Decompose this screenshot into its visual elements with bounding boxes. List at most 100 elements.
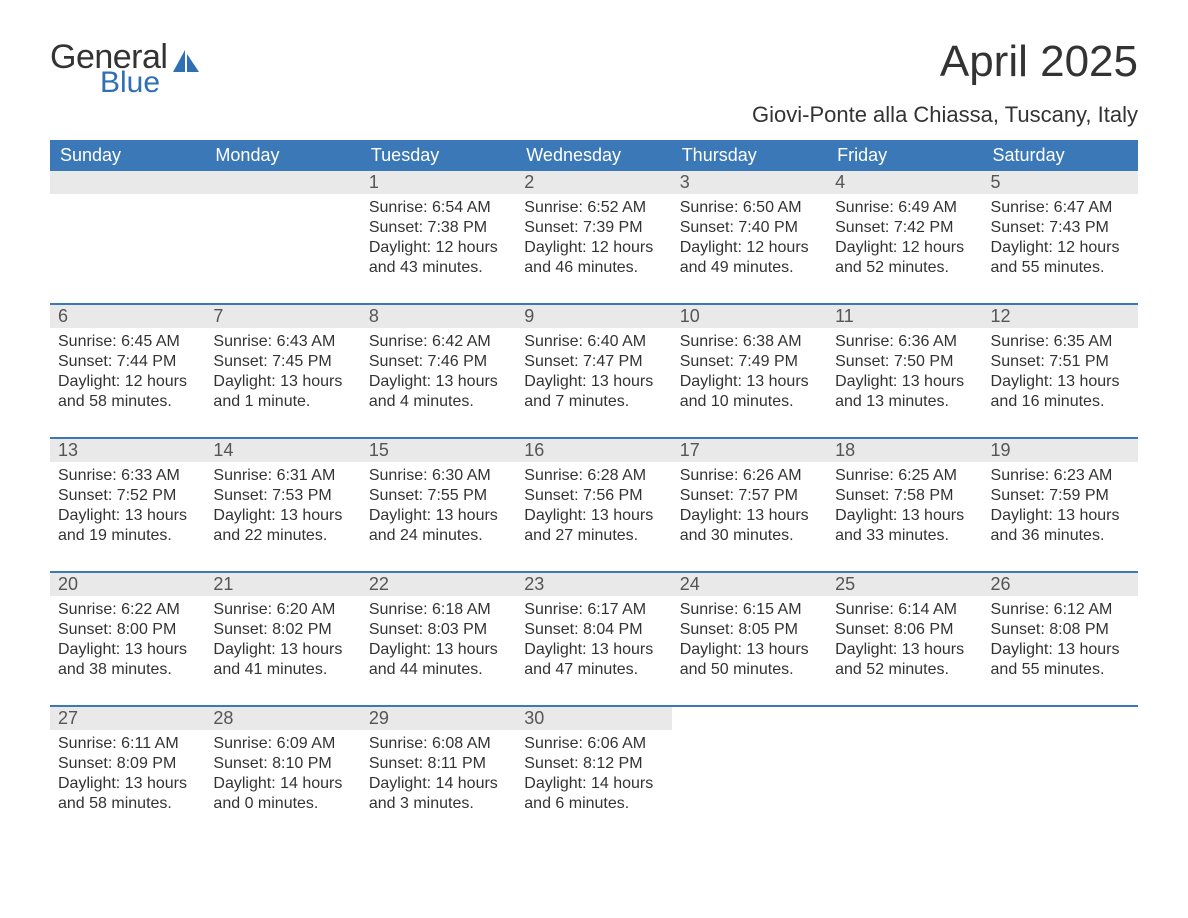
daylight1-line: Daylight: 13 hours	[524, 640, 663, 660]
sunset-line: Sunset: 7:59 PM	[991, 486, 1130, 506]
day-body: Sunrise: 6:42 AMSunset: 7:46 PMDaylight:…	[361, 328, 516, 418]
day-body: Sunrise: 6:30 AMSunset: 7:55 PMDaylight:…	[361, 462, 516, 552]
day-body: Sunrise: 6:15 AMSunset: 8:05 PMDaylight:…	[672, 596, 827, 686]
day-cell: 9Sunrise: 6:40 AMSunset: 7:47 PMDaylight…	[516, 305, 671, 437]
day-cell: 3Sunrise: 6:50 AMSunset: 7:40 PMDaylight…	[672, 171, 827, 303]
sunrise-line: Sunrise: 6:31 AM	[213, 466, 352, 486]
day-number: 26	[983, 573, 1138, 596]
day-body: Sunrise: 6:17 AMSunset: 8:04 PMDaylight:…	[516, 596, 671, 686]
week-row: 6Sunrise: 6:45 AMSunset: 7:44 PMDaylight…	[50, 305, 1138, 437]
day-cell	[983, 707, 1138, 839]
sunrise-line: Sunrise: 6:28 AM	[524, 466, 663, 486]
daylight2-line: and 58 minutes.	[58, 392, 197, 412]
day-body: Sunrise: 6:18 AMSunset: 8:03 PMDaylight:…	[361, 596, 516, 686]
sunrise-line: Sunrise: 6:33 AM	[58, 466, 197, 486]
day-cell: 27Sunrise: 6:11 AMSunset: 8:09 PMDayligh…	[50, 707, 205, 839]
day-cell: 2Sunrise: 6:52 AMSunset: 7:39 PMDaylight…	[516, 171, 671, 303]
day-cell	[672, 707, 827, 839]
sunset-line: Sunset: 7:39 PM	[524, 218, 663, 238]
day-cell: 25 Sunrise: 6:14 AMSunset: 8:06 PMDayligh…	[827, 573, 982, 705]
daylight1-line: Daylight: 13 hours	[369, 506, 508, 526]
daylight2-line: and 55 minutes.	[991, 258, 1130, 278]
sunrise-line: Sunrise: 6:15 AM	[680, 600, 819, 620]
calendar-table: SundayMondayTuesdayWednesdayThursdayFrid…	[50, 140, 1138, 839]
day-number: 5	[983, 171, 1138, 194]
day-body: Sunrise: 6:49 AMSunset: 7:42 PMDaylight:…	[827, 194, 982, 284]
week-row: ..1Sunrise: 6:54 AMSunset: 7:38 PMDaylig…	[50, 171, 1138, 303]
sunset-line: Sunset: 8:12 PM	[524, 754, 663, 774]
day-number: 2	[516, 171, 671, 194]
sunset-line: Sunset: 7:49 PM	[680, 352, 819, 372]
day-body: Sunrise: 6:26 AMSunset: 7:57 PMDaylight:…	[672, 462, 827, 552]
sunrise-line: Sunrise: 6:18 AM	[369, 600, 508, 620]
day-number: 11	[827, 305, 982, 328]
daylight1-line: Daylight: 13 hours	[680, 506, 819, 526]
sunset-line: Sunset: 7:47 PM	[524, 352, 663, 372]
day-cell: 6Sunrise: 6:45 AMSunset: 7:44 PMDaylight…	[50, 305, 205, 437]
sunrise-line: Sunrise: 6:12 AM	[991, 600, 1130, 620]
sunrise-line: Sunrise: 6:42 AM	[369, 332, 508, 352]
daylight1-line: Daylight: 13 hours	[58, 774, 197, 794]
daylight2-line: and 50 minutes.	[680, 660, 819, 680]
day-header: Friday	[827, 140, 982, 171]
sunset-line: Sunset: 8:06 PM	[835, 620, 974, 640]
sunrise-line: Sunrise: 6:06 AM	[524, 734, 663, 754]
sunset-line: Sunset: 8:05 PM	[680, 620, 819, 640]
sunset-line: Sunset: 7:58 PM	[835, 486, 974, 506]
daylight2-line: and 58 minutes.	[58, 794, 197, 814]
day-cell: .	[205, 171, 360, 303]
daylight2-line: and 13 minutes.	[835, 392, 974, 412]
day-number: 20	[50, 573, 205, 596]
sunset-line: Sunset: 7:43 PM	[991, 218, 1130, 238]
sunrise-line: Sunrise: 6:49 AM	[835, 198, 974, 218]
day-number: 15	[361, 439, 516, 462]
day-body: Sunrise: 6:23 AMSunset: 7:59 PMDaylight:…	[983, 462, 1138, 552]
sunset-line: Sunset: 8:04 PM	[524, 620, 663, 640]
daylight2-line: and 30 minutes.	[680, 526, 819, 546]
daylight2-line: and 43 minutes.	[369, 258, 508, 278]
sunrise-line: Sunrise: 6:36 AM	[835, 332, 974, 352]
logo: General Blue	[50, 40, 201, 98]
sunrise-line: Sunrise: 6:38 AM	[680, 332, 819, 352]
day-body: Sunrise: 6:33 AMSunset: 7:52 PMDaylight:…	[50, 462, 205, 552]
day-body: Sunrise: 6:09 AMSunset: 8:10 PMDaylight:…	[205, 730, 360, 820]
daylight2-line: and 7 minutes.	[524, 392, 663, 412]
sunrise-line: Sunrise: 6:20 AM	[213, 600, 352, 620]
daylight2-line: and 52 minutes.	[835, 660, 974, 680]
sunset-line: Sunset: 7:40 PM	[680, 218, 819, 238]
day-cell: 19Sunrise: 6:23 AMSunset: 7:59 PMDayligh…	[983, 439, 1138, 571]
sunset-line: Sunset: 7:52 PM	[58, 486, 197, 506]
sunrise-line: Sunrise: 6:14 AM	[835, 600, 974, 620]
week-row: 20Sunrise: 6:22 AMSunset: 8:00 PMDayligh…	[50, 573, 1138, 705]
day-cell: 11Sunrise: 6:36 AMSunset: 7:50 PMDayligh…	[827, 305, 982, 437]
daylight1-line: Daylight: 13 hours	[835, 506, 974, 526]
month-title: April 2025	[752, 40, 1138, 84]
daylight2-line: and 10 minutes.	[680, 392, 819, 412]
day-body: Sunrise: 6:28 AMSunset: 7:56 PMDaylight:…	[516, 462, 671, 552]
day-number: 8	[361, 305, 516, 328]
day-body: Sunrise: 6:45 AMSunset: 7:44 PMDaylight:…	[50, 328, 205, 418]
daylight1-line: Daylight: 13 hours	[369, 372, 508, 392]
day-body: Sunrise: 6:43 AMSunset: 7:45 PMDaylight:…	[205, 328, 360, 418]
daylight2-line: and 22 minutes.	[213, 526, 352, 546]
sunset-line: Sunset: 7:57 PM	[680, 486, 819, 506]
daylight2-line: and 6 minutes.	[524, 794, 663, 814]
day-cell: 16Sunrise: 6:28 AMSunset: 7:56 PMDayligh…	[516, 439, 671, 571]
day-number: 13	[50, 439, 205, 462]
day-number: 23	[516, 573, 671, 596]
sunrise-line: Sunrise: 6:43 AM	[213, 332, 352, 352]
day-number: 25	[827, 573, 982, 596]
day-cell: 26Sunrise: 6:12 AMSunset: 8:08 PMDayligh…	[983, 573, 1138, 705]
day-number: 14	[205, 439, 360, 462]
day-cell: 8Sunrise: 6:42 AMSunset: 7:46 PMDaylight…	[361, 305, 516, 437]
daylight1-line: Daylight: 13 hours	[835, 640, 974, 660]
week-row: 27Sunrise: 6:11 AMSunset: 8:09 PMDayligh…	[50, 707, 1138, 839]
sunset-line: Sunset: 8:02 PM	[213, 620, 352, 640]
day-cell: 21Sunrise: 6:20 AMSunset: 8:02 PMDayligh…	[205, 573, 360, 705]
sunrise-line: Sunrise: 6:50 AM	[680, 198, 819, 218]
daylight2-line: and 4 minutes.	[369, 392, 508, 412]
daylight1-line: Daylight: 13 hours	[524, 506, 663, 526]
day-header: Sunday	[50, 140, 205, 171]
daylight2-line: and 38 minutes.	[58, 660, 197, 680]
day-body: Sunrise: 6:20 AMSunset: 8:02 PMDaylight:…	[205, 596, 360, 686]
